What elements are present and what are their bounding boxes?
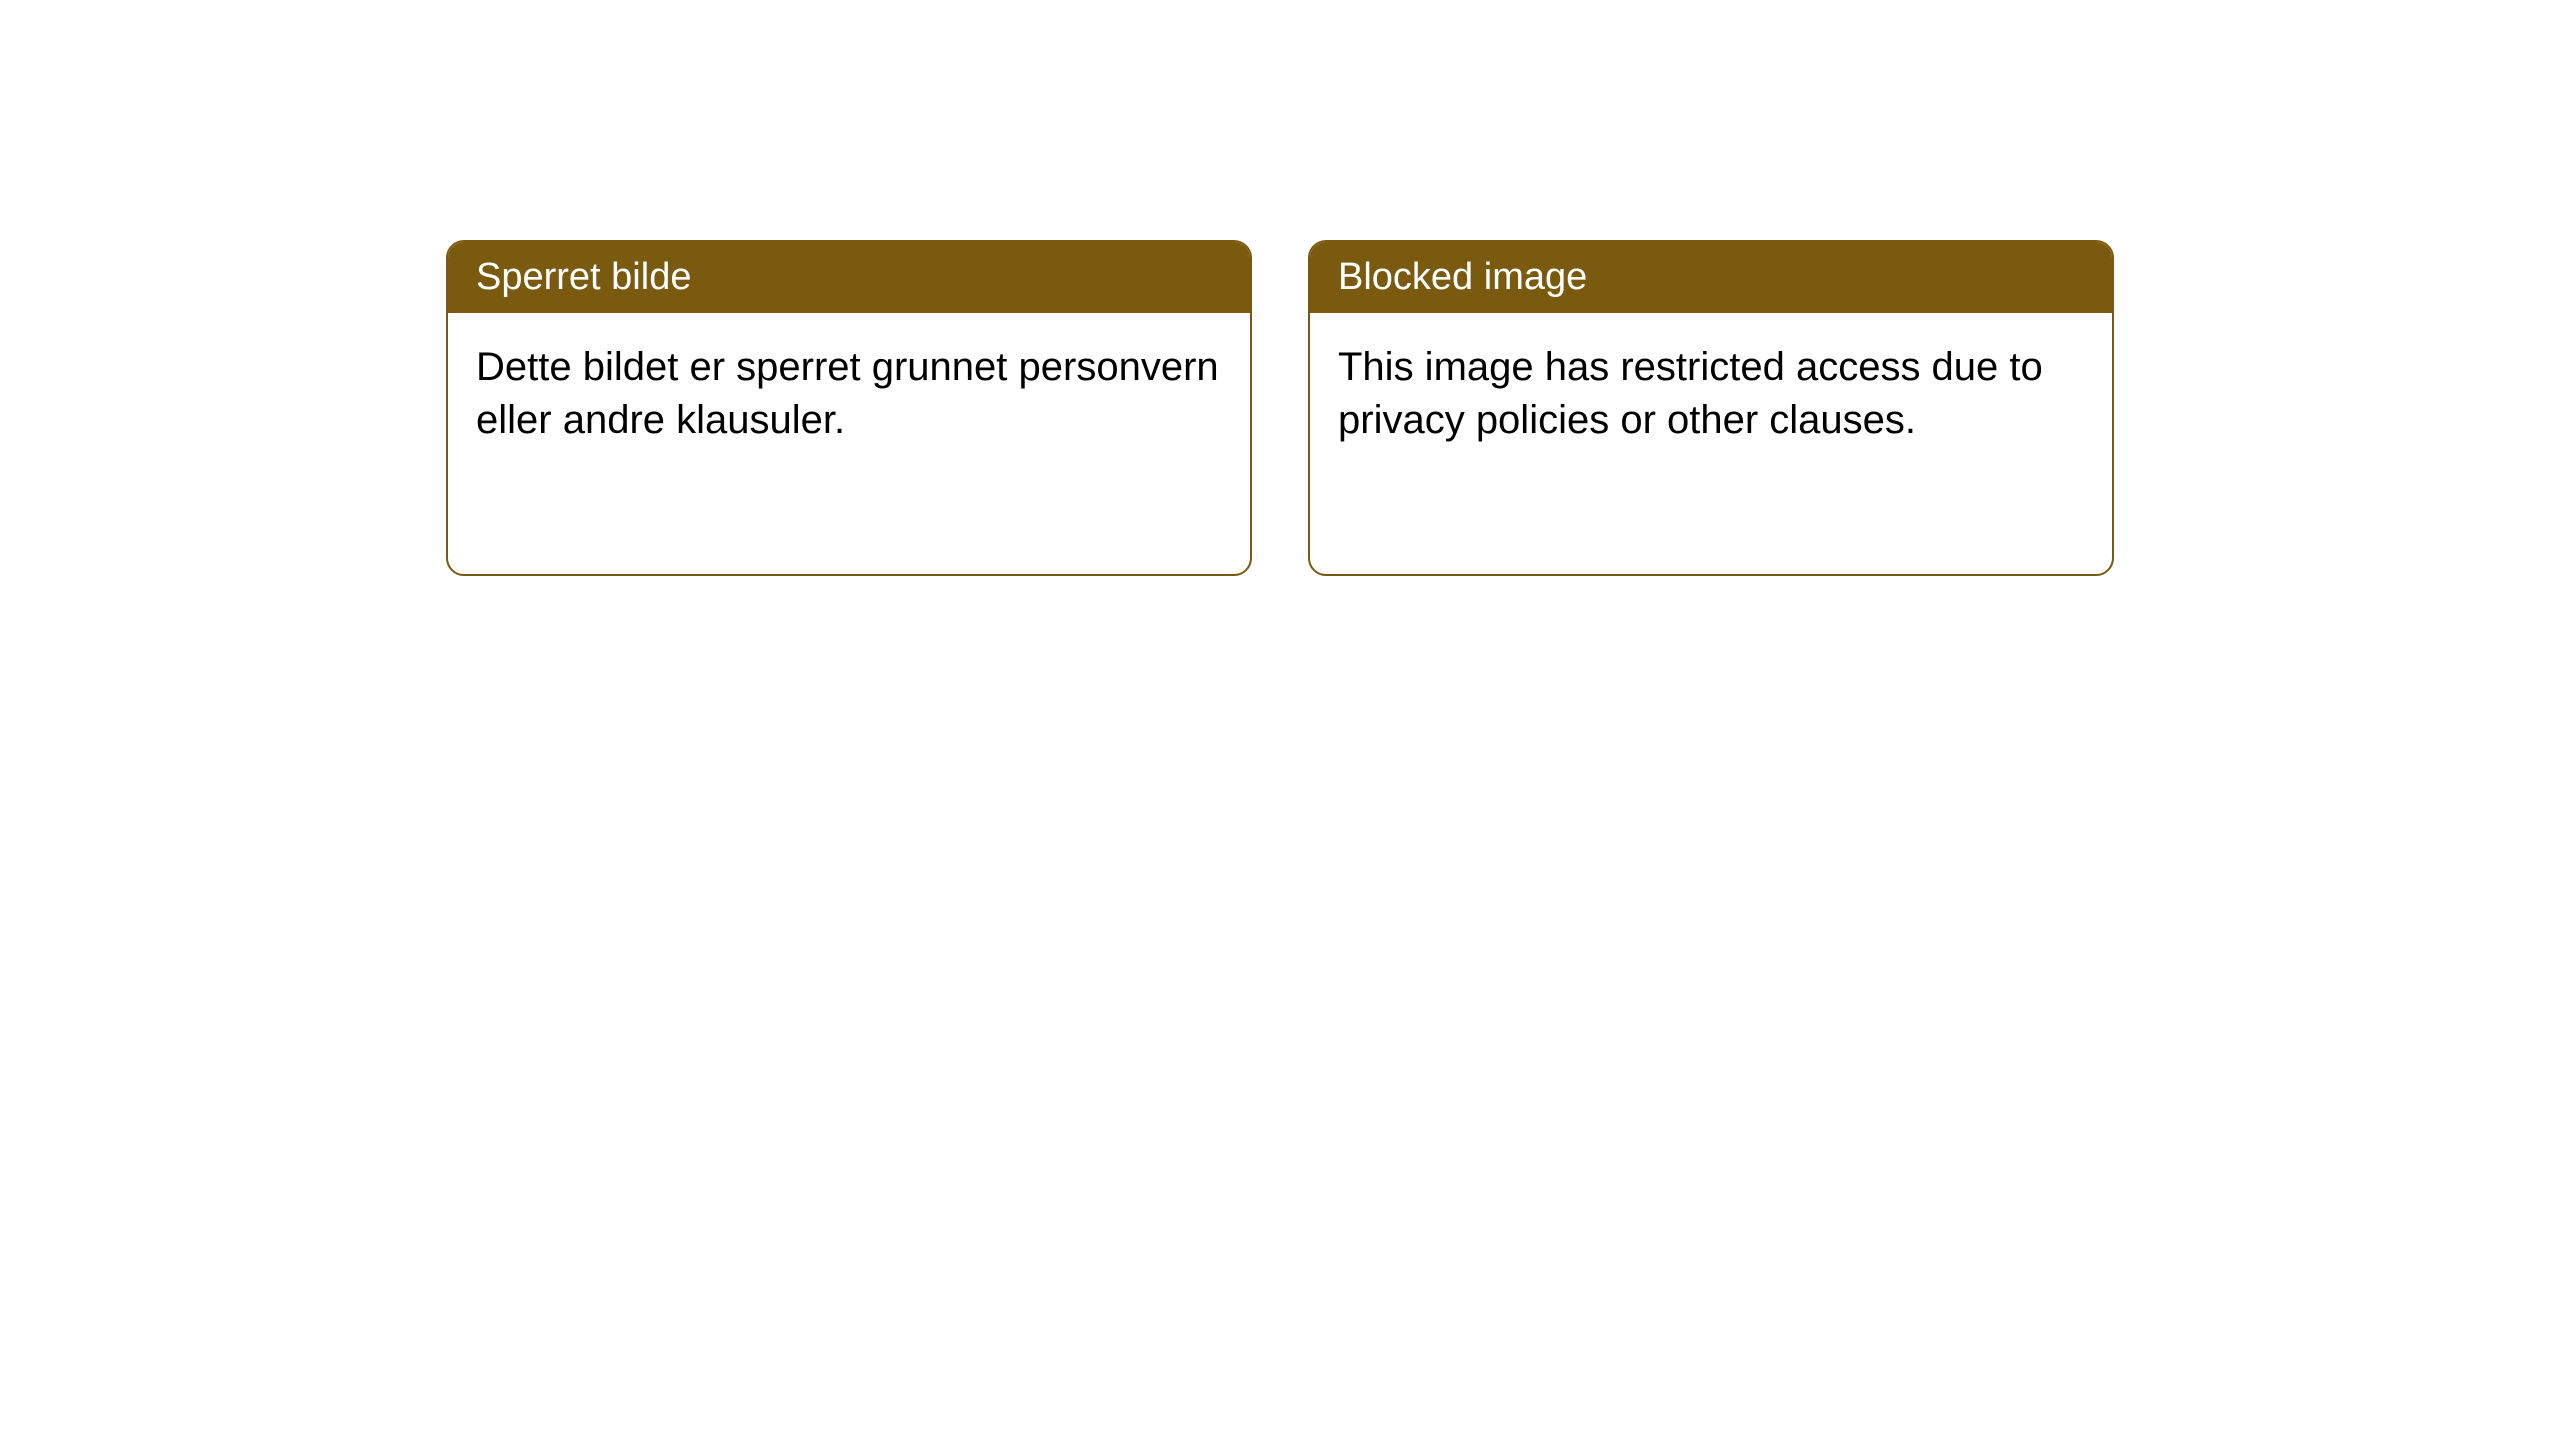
notice-card-body: This image has restricted access due to … (1310, 313, 2112, 475)
notice-card-title: Blocked image (1310, 242, 2112, 313)
notice-card-body: Dette bildet er sperret grunnet personve… (448, 313, 1250, 475)
notice-container: Sperret bilde Dette bildet er sperret gr… (446, 240, 2114, 576)
notice-card-en: Blocked image This image has restricted … (1308, 240, 2114, 576)
notice-card-title: Sperret bilde (448, 242, 1250, 313)
notice-card-no: Sperret bilde Dette bildet er sperret gr… (446, 240, 1252, 576)
